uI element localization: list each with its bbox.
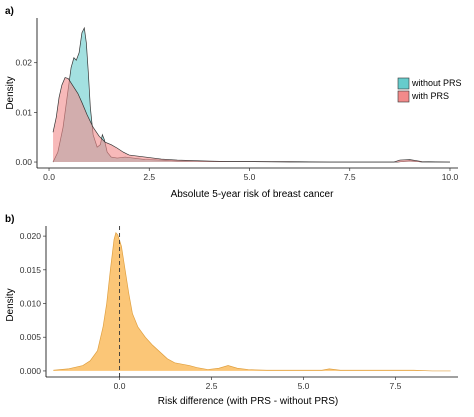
panel-b-density-line-0 <box>53 232 451 372</box>
panel-b-y-tick-label: 0.010 <box>20 299 42 309</box>
panel-a-label: a) <box>5 6 14 17</box>
legend-swatch-without-prs <box>397 77 410 90</box>
panel-a-legend: without PRS with PRS <box>397 77 462 103</box>
panel-a-y-tick-label: 0.00 <box>15 157 32 167</box>
panel-b-y-tick-label: 0.005 <box>20 332 42 342</box>
panel-a-x-tick-label: 5.0 <box>244 172 256 182</box>
panel-b-x-tick-label: 7.5 <box>390 381 402 391</box>
panel-a-density-area-1 <box>53 77 450 163</box>
panel-a-y-tick-label: 0.01 <box>15 107 32 117</box>
panel-b-x-tick-label: 5.0 <box>298 381 310 391</box>
panel-a-y-axis-title: Density <box>5 76 16 109</box>
panel-a-x-tick-label: 7.5 <box>344 172 356 182</box>
panel-b-y-tick-label: 0.020 <box>20 231 42 241</box>
panel-b-y-axis-title: Density <box>5 288 16 321</box>
panel-b-y-tick-label: 0.000 <box>20 366 42 376</box>
legend-label-without-prs: without PRS <box>411 78 462 88</box>
panel-a-x-tick-label: 2.5 <box>143 172 155 182</box>
panel-b-x-tick-label: 2.5 <box>206 381 218 391</box>
panel-a-density-line-1 <box>52 77 450 163</box>
panel-a-x-tick-label: 0.0 <box>43 172 55 182</box>
panel-b-density-area-0 <box>53 232 451 371</box>
legend-swatch-with-prs <box>397 90 410 103</box>
panel-b-x-axis-title: Risk difference (with PRS - without PRS) <box>158 396 338 407</box>
panel-b-chart: b) Density 0.0 2.5 5.0 7.5 0.000 0.005 0.010 0.… <box>5 214 458 407</box>
panel-b-x-tick-label: 0.0 <box>114 381 126 391</box>
panel-b-y-tick-label: 0.015 <box>20 265 42 275</box>
panel-a-density-area-0 <box>53 27 450 163</box>
legend-label-with-prs: with PRS <box>411 91 449 101</box>
panel-b-label: b) <box>5 214 14 225</box>
panel-a-x-axis-title: Absolute 5-year risk of breast cancer <box>171 189 335 200</box>
panel-a-chart: a) Density 0.0 2.5 5.0 7.5 10.00.000.010.02 … <box>5 6 462 200</box>
panel-a-y-tick-label: 0.02 <box>15 58 32 68</box>
panel-a-density-line-0 <box>52 26 450 163</box>
panel-a-x-tick-label: 10.0 <box>442 172 459 182</box>
